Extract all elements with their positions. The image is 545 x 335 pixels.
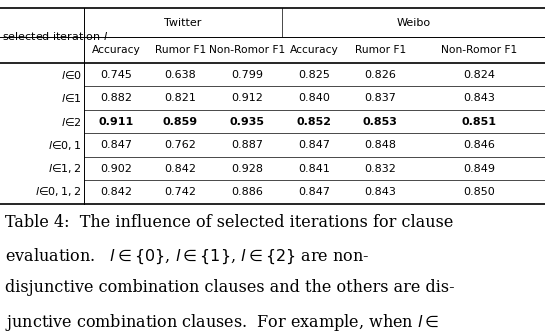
Text: 0.799: 0.799 — [231, 70, 263, 80]
Text: 0.852: 0.852 — [296, 117, 332, 127]
Text: 0.840: 0.840 — [298, 93, 330, 103]
Text: $l ∈ {0,1,2}$: $l ∈ {0,1,2}$ — [35, 186, 82, 198]
Text: Rumor F1: Rumor F1 — [155, 45, 206, 55]
Text: 0.887: 0.887 — [231, 140, 263, 150]
Text: 0.912: 0.912 — [231, 93, 263, 103]
Text: 0.847: 0.847 — [298, 140, 330, 150]
Text: 0.841: 0.841 — [298, 163, 330, 174]
Text: $l ∈ {0,1}$: $l ∈ {0,1}$ — [48, 139, 82, 151]
Text: 0.762: 0.762 — [165, 140, 196, 150]
Text: $l ∈ {1}$: $l ∈ {1}$ — [61, 92, 82, 104]
Text: Table 4:  The influence of selected iterations for clause: Table 4: The influence of selected itera… — [5, 214, 454, 231]
Text: 0.851: 0.851 — [462, 117, 497, 127]
Text: Accuracy: Accuracy — [92, 45, 141, 55]
Text: 0.846: 0.846 — [463, 140, 495, 150]
Text: 0.847: 0.847 — [100, 140, 132, 150]
Text: Twitter: Twitter — [165, 18, 202, 27]
Text: 0.745: 0.745 — [100, 70, 132, 80]
Text: 0.638: 0.638 — [165, 70, 196, 80]
Text: 0.826: 0.826 — [364, 70, 396, 80]
Text: 0.886: 0.886 — [231, 187, 263, 197]
Text: $l ∈ {1,2}$: $l ∈ {1,2}$ — [48, 162, 82, 175]
Text: junctive combination clauses.  For example, when $l \in$: junctive combination clauses. For exampl… — [5, 312, 440, 333]
Text: evaluation.   $l \in \{0\}$, $l \in \{1\}$, $l \in \{2\}$ are non-: evaluation. $l \in \{0\}$, $l \in \{1\}$… — [5, 247, 370, 266]
Text: 0.843: 0.843 — [463, 93, 495, 103]
Text: 0.849: 0.849 — [463, 163, 495, 174]
Text: 0.911: 0.911 — [99, 117, 134, 127]
Text: 0.859: 0.859 — [163, 117, 198, 127]
Text: 0.843: 0.843 — [364, 187, 396, 197]
Text: 0.935: 0.935 — [229, 117, 265, 127]
Text: selected iteration $l$: selected iteration $l$ — [2, 30, 108, 42]
Text: 0.928: 0.928 — [231, 163, 263, 174]
Text: 0.825: 0.825 — [298, 70, 330, 80]
Text: $l ∈ {2}$: $l ∈ {2}$ — [61, 116, 82, 128]
Text: 0.847: 0.847 — [298, 187, 330, 197]
Text: 0.742: 0.742 — [165, 187, 196, 197]
Text: 0.853: 0.853 — [363, 117, 397, 127]
Text: 0.848: 0.848 — [364, 140, 396, 150]
Text: 0.832: 0.832 — [364, 163, 396, 174]
Text: 0.882: 0.882 — [100, 93, 132, 103]
Text: 0.902: 0.902 — [100, 163, 132, 174]
Text: 0.842: 0.842 — [165, 163, 196, 174]
Text: Accuracy: Accuracy — [290, 45, 338, 55]
Text: Non-Romor F1: Non-Romor F1 — [209, 45, 285, 55]
Text: 0.850: 0.850 — [463, 187, 495, 197]
Text: disjunctive combination clauses and the others are dis-: disjunctive combination clauses and the … — [5, 279, 455, 296]
Text: 0.842: 0.842 — [100, 187, 132, 197]
Text: $l ∈ {0}$: $l ∈ {0}$ — [60, 69, 82, 81]
Text: 0.824: 0.824 — [463, 70, 495, 80]
Text: Weibo: Weibo — [396, 18, 431, 27]
Text: Rumor F1: Rumor F1 — [354, 45, 406, 55]
Text: Non-Romor F1: Non-Romor F1 — [441, 45, 517, 55]
Text: 0.837: 0.837 — [364, 93, 396, 103]
Text: 0.821: 0.821 — [165, 93, 196, 103]
